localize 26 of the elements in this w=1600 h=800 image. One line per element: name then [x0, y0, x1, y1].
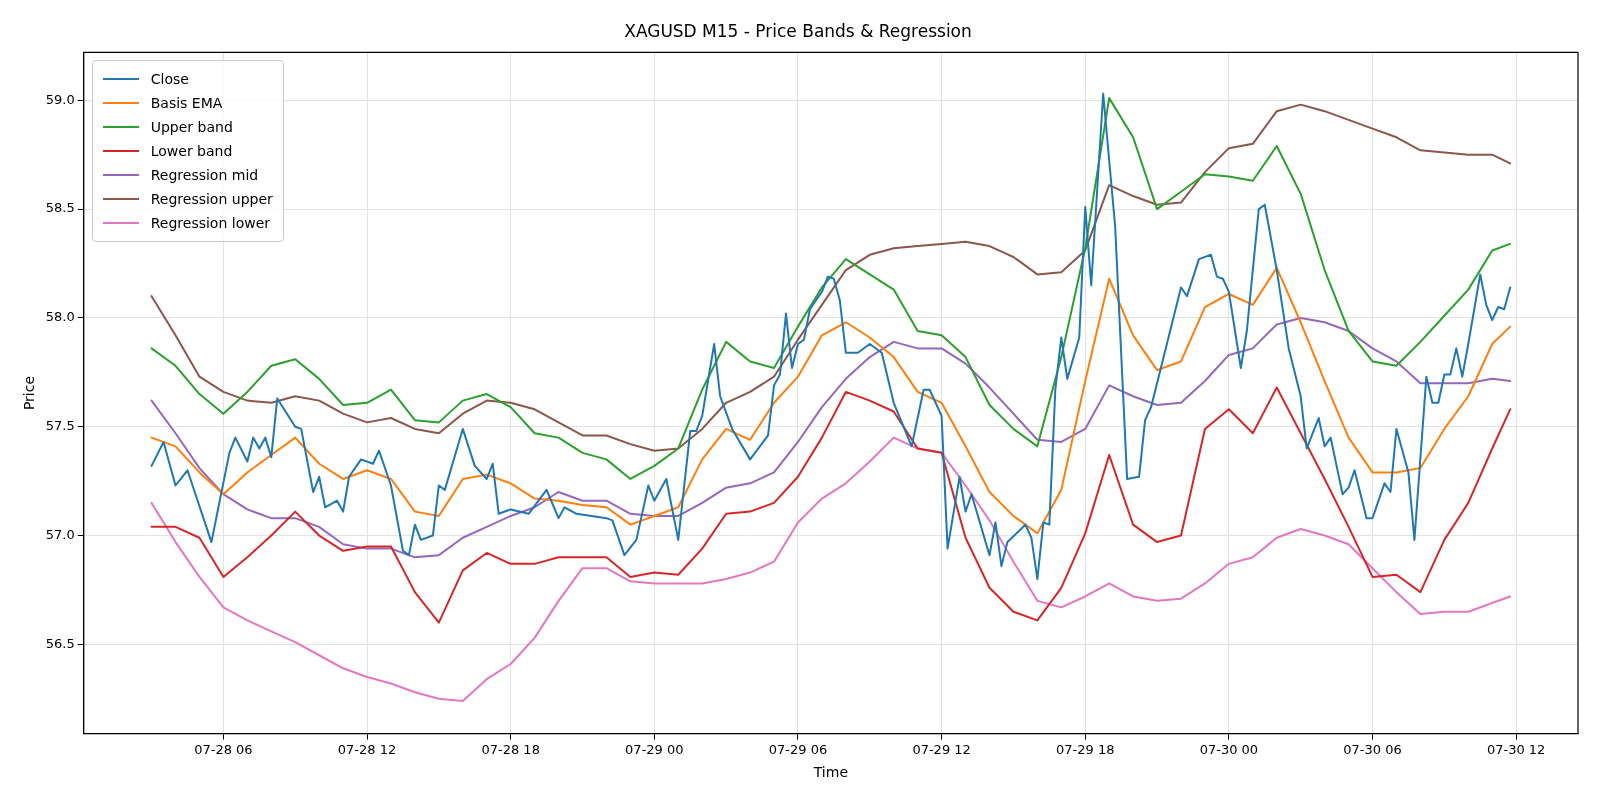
legend-label: Lower band	[150, 143, 233, 160]
y-tick-label: 56.5	[45, 635, 75, 651]
x-tick-label: 07-30 12	[1486, 741, 1546, 757]
x-tick-label: 07-29 00	[625, 741, 684, 757]
legend-label: Close	[150, 71, 189, 88]
y-tick-label: 58.5	[45, 200, 75, 216]
legend-label: Basis EMA	[150, 95, 223, 112]
y-tick-label: 59.0	[45, 91, 75, 107]
x-tick-label: 07-29 18	[1056, 741, 1115, 757]
x-axis-title: Time	[812, 764, 849, 781]
x-tick-label: 07-29 06	[768, 741, 828, 757]
x-tick-label: 07-30 06	[1343, 741, 1402, 757]
legend-label: Upper band	[150, 119, 233, 136]
x-tick-label: 07-30 00	[1199, 741, 1259, 757]
y-tick-label: 57.0	[45, 526, 75, 542]
x-tick-label: 07-28 06	[194, 741, 253, 757]
chart-title: XAGUSD M15 - Price Bands & Regression	[624, 20, 972, 41]
legend-label: Regression lower	[150, 215, 271, 232]
x-tick-label: 07-29 12	[912, 741, 971, 757]
legend-label: Regression upper	[150, 191, 273, 208]
legend-label: Regression mid	[150, 167, 259, 184]
x-tick-label: 07-28 18	[481, 741, 540, 757]
x-tick-label: 07-28 12	[337, 741, 397, 757]
y-axis-title: Price	[21, 375, 38, 411]
y-tick-label: 58.0	[45, 309, 75, 325]
y-tick-label: 57.5	[45, 418, 75, 434]
